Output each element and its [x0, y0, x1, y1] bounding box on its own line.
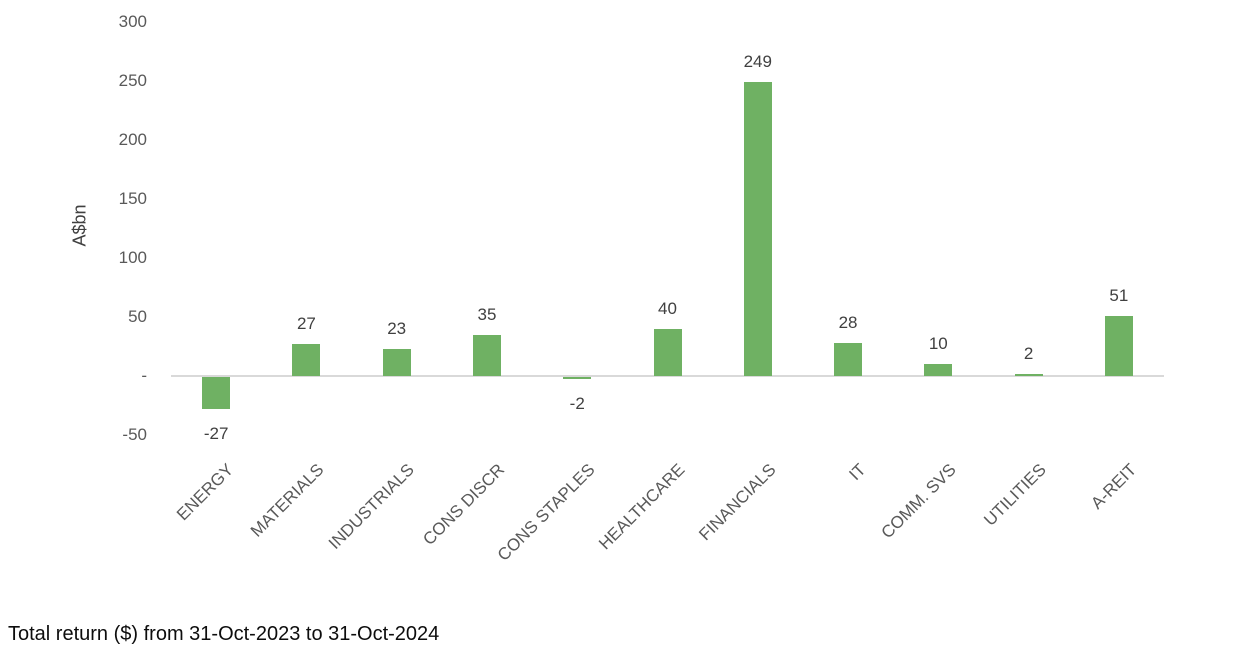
- chart-caption: Total return ($) from 31-Oct-2023 to 31-…: [8, 623, 440, 645]
- bar-financials: [743, 82, 772, 376]
- bar-utilities: [1014, 373, 1043, 376]
- x-axis-category-label: HEALTHCARE: [595, 460, 689, 554]
- bar-cons-staples: [563, 377, 592, 380]
- y-tick-label: 250: [118, 71, 147, 90]
- bar-cons-discr: [472, 334, 501, 376]
- bar-value-label: 28: [838, 312, 858, 332]
- x-axis-line: [171, 375, 1164, 378]
- y-tick-label: -: [141, 366, 147, 385]
- bar-it: [834, 342, 863, 376]
- bar-industrials: [382, 348, 411, 376]
- bar-value-label: 51: [1109, 285, 1129, 305]
- bar-value-label: 27: [296, 314, 316, 334]
- x-axis-category-label: ENERGY: [173, 460, 238, 525]
- x-axis-category-label: IT: [845, 460, 870, 485]
- bar-value-label: -2: [569, 394, 585, 414]
- bar-value-label: -27: [203, 423, 229, 443]
- x-axis-category-label: CONS STAPLES: [493, 460, 599, 565]
- y-tick-label: 50: [128, 307, 147, 326]
- bar-comm-svs: [924, 364, 953, 376]
- bar-value-label: 2: [1023, 343, 1034, 363]
- bar-materials: [292, 344, 321, 376]
- x-axis-category-label: CONS DISCR: [419, 460, 509, 549]
- x-axis-category-label: A-REIT: [1087, 460, 1141, 513]
- x-axis-category-label: MATERIALS: [247, 460, 328, 541]
- bar-value-label: 35: [477, 304, 497, 324]
- y-tick-label: 100: [118, 248, 147, 267]
- bar-value-label: 10: [928, 334, 948, 354]
- x-axis-category-label: UTILITIES: [980, 460, 1051, 530]
- y-tick-label: -50: [122, 425, 147, 444]
- y-tick-label: 200: [118, 130, 147, 149]
- x-axis-category-label: COMM. SVS: [877, 460, 960, 543]
- bar-a-reit: [1104, 315, 1133, 376]
- bar-energy: [202, 377, 231, 409]
- bar-value-label: 249: [743, 52, 772, 72]
- y-tick-label: 300: [118, 12, 147, 31]
- x-axis-category-label: FINANCIALS: [694, 460, 780, 545]
- x-axis-category-label: INDUSTRIALS: [325, 460, 419, 553]
- bar-healthcare: [653, 328, 682, 376]
- y-tick-label: 150: [118, 189, 147, 208]
- bar-value-label: 40: [658, 298, 677, 318]
- bar-value-label: 23: [387, 318, 407, 338]
